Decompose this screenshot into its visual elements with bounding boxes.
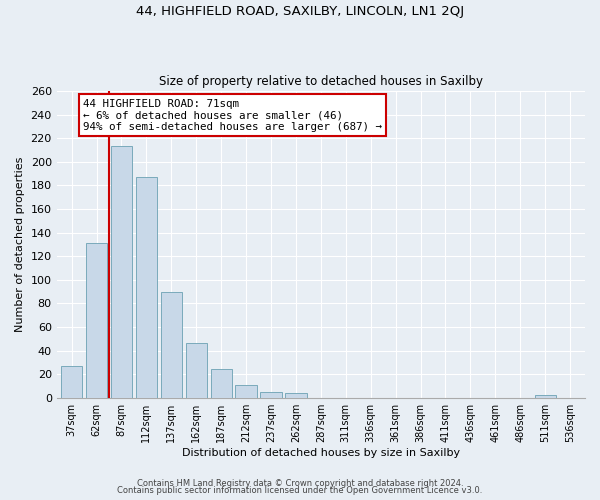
- Title: Size of property relative to detached houses in Saxilby: Size of property relative to detached ho…: [159, 76, 483, 88]
- Bar: [535, 396, 556, 398]
- Bar: [136, 177, 157, 398]
- Bar: [286, 393, 307, 398]
- Bar: [260, 392, 281, 398]
- Y-axis label: Number of detached properties: Number of detached properties: [15, 156, 25, 332]
- Bar: [185, 344, 207, 398]
- Bar: [211, 370, 232, 398]
- X-axis label: Distribution of detached houses by size in Saxilby: Distribution of detached houses by size …: [182, 448, 460, 458]
- Bar: [161, 292, 182, 398]
- Text: Contains HM Land Registry data © Crown copyright and database right 2024.: Contains HM Land Registry data © Crown c…: [137, 478, 463, 488]
- Bar: [61, 366, 82, 398]
- Text: 44 HIGHFIELD ROAD: 71sqm
← 6% of detached houses are smaller (46)
94% of semi-de: 44 HIGHFIELD ROAD: 71sqm ← 6% of detache…: [83, 98, 382, 132]
- Text: Contains public sector information licensed under the Open Government Licence v3: Contains public sector information licen…: [118, 486, 482, 495]
- Bar: [86, 243, 107, 398]
- Text: 44, HIGHFIELD ROAD, SAXILBY, LINCOLN, LN1 2QJ: 44, HIGHFIELD ROAD, SAXILBY, LINCOLN, LN…: [136, 5, 464, 18]
- Bar: [111, 146, 132, 398]
- Bar: [235, 384, 257, 398]
